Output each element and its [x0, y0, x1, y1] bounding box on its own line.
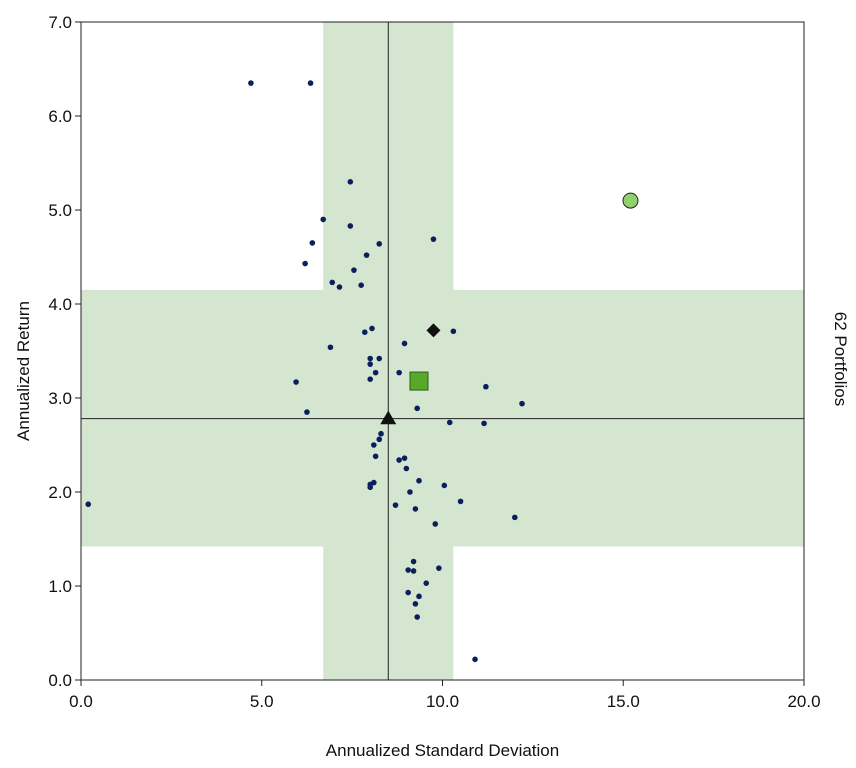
portfolio-point [416, 477, 422, 484]
y-axis-ticks: 0.0 1.0 2.0 3.0 4.0 5.0 6.0 7.0 [48, 13, 81, 690]
portfolio-point [369, 325, 375, 332]
portfolio-point [361, 329, 368, 336]
portfolio-point [392, 502, 399, 508]
y-tick-label: 1.0 [48, 577, 72, 596]
portfolio-point [367, 355, 374, 362]
circle-marker [622, 192, 639, 209]
portfolio-point [371, 442, 377, 448]
portfolio-point [414, 405, 420, 412]
portfolio-point [519, 400, 525, 407]
portfolio-point [405, 589, 411, 596]
portfolio-point [376, 355, 383, 362]
portfolio-point [457, 498, 464, 505]
x-axis-ticks: 0.0 5.0 10.0 15.0 20.0 [69, 680, 821, 711]
portfolio-point [329, 279, 336, 286]
portfolio-point [304, 409, 310, 415]
portfolio-points [85, 80, 525, 663]
portfolio-point [412, 601, 419, 607]
portfolio-point [367, 376, 374, 383]
portfolio-point [423, 580, 430, 586]
portfolio-point [481, 420, 487, 427]
x-tick-label: 5.0 [250, 692, 274, 711]
portfolio-point [401, 340, 408, 347]
portfolio-point [372, 453, 379, 460]
reference-lines [81, 22, 804, 680]
portfolio-point [358, 282, 364, 289]
x-tick-label: 15.0 [607, 692, 640, 711]
portfolio-point [376, 436, 383, 443]
portfolio-point [430, 236, 437, 242]
y-tick-label: 0.0 [48, 671, 72, 690]
square-marker [409, 371, 429, 391]
special-markers [380, 192, 639, 425]
y-tick-label: 5.0 [48, 201, 72, 220]
y-tick-label: 3.0 [48, 389, 72, 408]
portfolio-point [85, 501, 92, 508]
portfolio-point [372, 369, 379, 376]
portfolio-point [327, 344, 334, 351]
portfolio-point [293, 379, 299, 385]
x-axis-title: Annualized Standard Deviation [326, 741, 559, 760]
x-tick-label: 0.0 [69, 692, 93, 711]
portfolio-point [416, 593, 422, 600]
portfolio-point [367, 361, 374, 367]
portfolio-point [414, 614, 420, 620]
y-tick-label: 2.0 [48, 483, 72, 502]
portfolio-point [446, 419, 453, 426]
portfolio-point [336, 284, 343, 290]
portfolio-point [405, 567, 411, 573]
portfolio-point [378, 430, 384, 437]
portfolio-point [512, 514, 518, 521]
x-tick-label: 20.0 [787, 692, 820, 711]
portfolio-point [320, 216, 327, 223]
portfolio-point [407, 489, 413, 495]
y-tick-label: 4.0 [48, 295, 72, 314]
portfolio-point [376, 241, 383, 247]
portfolio-point [450, 328, 457, 335]
diamond-marker [426, 323, 441, 338]
right-axis-title: 62 Portfolios [831, 312, 850, 407]
portfolio-point [410, 558, 417, 565]
portfolio-point [396, 369, 402, 376]
triangle-marker [380, 410, 397, 425]
portfolio-point [412, 506, 419, 512]
portfolio-point [363, 252, 370, 258]
portfolio-point [432, 521, 439, 527]
portfolio-point [302, 260, 308, 267]
portfolio-point [403, 465, 410, 472]
x-tick-label: 10.0 [426, 692, 459, 711]
portfolio-point [472, 656, 478, 663]
y-axis-title: Annualized Return [14, 301, 33, 441]
portfolio-point [347, 179, 354, 185]
portfolio-point [347, 223, 354, 229]
portfolio-point [307, 80, 314, 86]
portfolio-point [396, 457, 402, 463]
y-tick-label: 7.0 [48, 13, 72, 32]
y-tick-label: 6.0 [48, 107, 72, 126]
portfolio-point [309, 240, 316, 246]
portfolio-point [367, 484, 374, 491]
portfolio-point [441, 482, 448, 489]
highlight-bands [81, 22, 804, 680]
portfolio-point [401, 455, 408, 461]
portfolio-point [436, 565, 442, 571]
portfolio-point [248, 80, 254, 86]
portfolio-point [483, 383, 489, 390]
portfolio-point [410, 568, 417, 574]
portfolio-point [351, 267, 357, 273]
